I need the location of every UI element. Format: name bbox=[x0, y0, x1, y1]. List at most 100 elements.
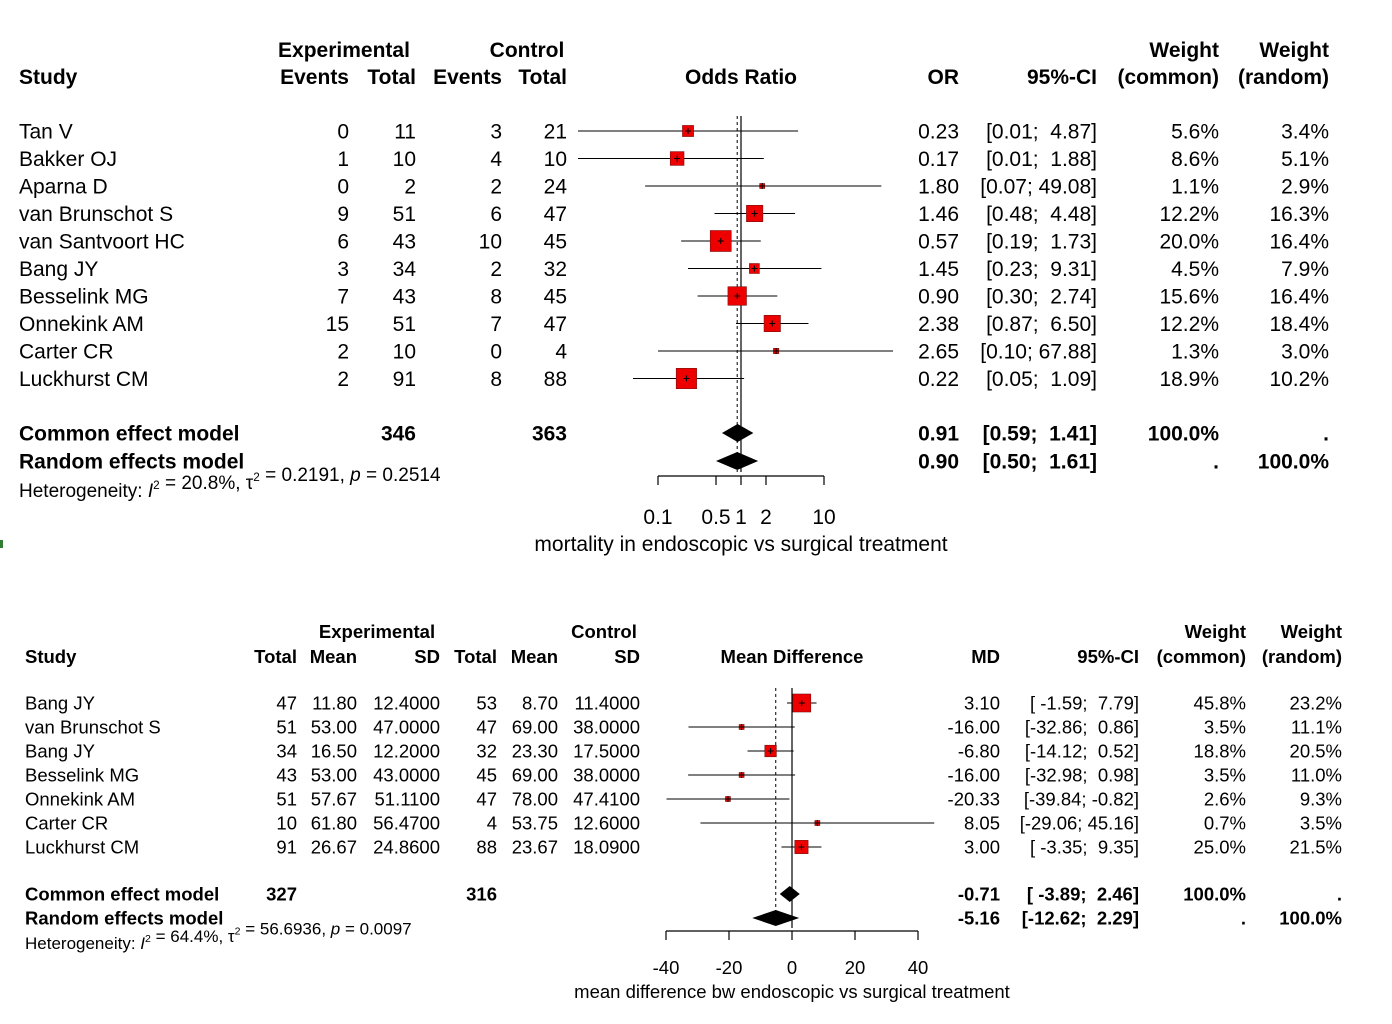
cell-weight-random: 7.9% bbox=[1281, 258, 1329, 281]
cell-exp_sd: 51.1100 bbox=[375, 789, 441, 810]
cell-exp_total: 10 bbox=[393, 148, 416, 171]
header-estimate: OR bbox=[928, 66, 960, 89]
study-name: Carter CR bbox=[25, 813, 108, 834]
common-exp-total: 327 bbox=[266, 884, 297, 905]
header-weight-common: Weight bbox=[1185, 621, 1246, 642]
heterogeneity-part: I bbox=[148, 481, 154, 502]
heterogeneity-part: p bbox=[349, 465, 361, 486]
cell-estimate: 0.23 bbox=[918, 121, 959, 144]
cell-weight-common: 5.6% bbox=[1171, 121, 1219, 144]
heterogeneity-text: Heterogeneity: I2 = 64.4%, τ2 = 56.6936,… bbox=[25, 920, 412, 953]
cell-estimate: -6.80 bbox=[958, 741, 1000, 762]
common-model-label: Common effect model bbox=[19, 423, 240, 446]
cell-weight-random: 2.9% bbox=[1281, 176, 1329, 199]
heterogeneity-part: = 64.4%, bbox=[151, 927, 228, 946]
heterogeneity-part: = 0.0097 bbox=[340, 920, 411, 939]
study-name: Onnekink AM bbox=[19, 313, 144, 336]
cell-ctrl_events: 0 bbox=[490, 341, 502, 364]
header-experimental: Experimental bbox=[319, 621, 435, 642]
cell-ci: [0.01; 1.88] bbox=[986, 148, 1097, 171]
cell-exp_total: 51 bbox=[393, 313, 416, 336]
cell-ctrl_sd: 38.0000 bbox=[573, 765, 640, 786]
common-estimate: 0.91 bbox=[918, 423, 959, 446]
heterogeneity-part: I bbox=[140, 934, 145, 953]
heterogeneity-part: τ bbox=[246, 473, 254, 494]
random-ci: [0.50; 1.61] bbox=[983, 451, 1097, 474]
cell-exp_total: 43 bbox=[393, 286, 416, 309]
cell-weight-random: 21.5% bbox=[1290, 837, 1342, 858]
cell-estimate: 1.80 bbox=[918, 176, 959, 199]
random-weight-common: . bbox=[1213, 451, 1219, 474]
cell-exp_events: 0 bbox=[337, 121, 349, 144]
cell-weight-random: 5.1% bbox=[1281, 148, 1329, 171]
cell-estimate: 2.38 bbox=[918, 313, 959, 336]
cell-ctrl_events: 6 bbox=[490, 203, 502, 226]
cell-ci: [0.01; 4.87] bbox=[986, 121, 1097, 144]
cell-ctrl_total: 4 bbox=[487, 813, 497, 834]
heterogeneity-part: Heterogeneity: bbox=[25, 934, 140, 953]
cell-weight-random: 3.0% bbox=[1281, 341, 1329, 364]
cell-exp_events: 6 bbox=[337, 231, 349, 254]
cell-weight-random: 20.5% bbox=[1290, 741, 1342, 762]
common-weight-random: . bbox=[1323, 423, 1329, 446]
header-total: Total bbox=[518, 66, 567, 89]
x-tick-label: 1 bbox=[735, 506, 747, 529]
cell-ctrl_total: 88 bbox=[476, 837, 497, 858]
cell-ctrl_sd: 47.4100 bbox=[573, 789, 640, 810]
header-sd: SD bbox=[414, 646, 440, 667]
common-diamond bbox=[721, 424, 754, 442]
cell-ctrl_events: 2 bbox=[490, 258, 502, 281]
cell-exp_events: 7 bbox=[337, 286, 349, 309]
header-control: Control bbox=[490, 39, 565, 62]
x-tick-label: 2 bbox=[760, 506, 772, 529]
cell-weight-common: 25.0% bbox=[1194, 837, 1246, 858]
cell-estimate: 3.10 bbox=[964, 693, 1000, 714]
cell-ctrl_total: 47 bbox=[476, 717, 497, 738]
header-weight-random: Weight bbox=[1281, 621, 1342, 642]
random-model-label: Random effects model bbox=[25, 908, 223, 929]
cell-exp_mean: 61.80 bbox=[311, 813, 357, 834]
cell-weight-common: 18.9% bbox=[1159, 368, 1219, 391]
cell-ctrl_events: 4 bbox=[490, 148, 502, 171]
cell-ci: [-29.06; 45.16] bbox=[1020, 813, 1139, 834]
cell-weight-common: 0.7% bbox=[1204, 813, 1246, 834]
cell-weight-common: 15.6% bbox=[1159, 286, 1219, 309]
heterogeneity-part: = 0.2514 bbox=[361, 465, 441, 486]
cell-ci: [0.05; 1.09] bbox=[986, 368, 1097, 391]
cell-estimate: 8.05 bbox=[964, 813, 1000, 834]
x-tick-label: 0.5 bbox=[701, 506, 730, 529]
cell-weight-random: 10.2% bbox=[1269, 368, 1329, 391]
cell-weight-common: 45.8% bbox=[1194, 693, 1246, 714]
cell-ci: [-39.84; -0.82] bbox=[1024, 789, 1139, 810]
superscript: 2 bbox=[253, 471, 260, 484]
cell-ctrl_events: 8 bbox=[490, 286, 502, 309]
header-ci: 95%-CI bbox=[1027, 66, 1097, 89]
cell-ctrl_total: 88 bbox=[544, 368, 567, 391]
cell-ctrl_events: 2 bbox=[490, 176, 502, 199]
cell-exp_total: 11 bbox=[394, 121, 416, 144]
cell-weight-random: 16.4% bbox=[1269, 286, 1329, 309]
header-random: (random) bbox=[1262, 646, 1342, 667]
cell-exp_total: 34 bbox=[393, 258, 417, 281]
random-estimate: 0.90 bbox=[918, 451, 959, 474]
header-experimental: Experimental bbox=[278, 39, 410, 62]
cell-ctrl_events: 3 bbox=[490, 121, 502, 144]
cell-exp_events: 1 bbox=[337, 148, 349, 171]
cell-ci: [ -3.35; 9.35] bbox=[1030, 837, 1139, 858]
cell-estimate: 0.17 bbox=[918, 148, 959, 171]
header-common: (common) bbox=[1157, 646, 1246, 667]
common-weight-random: . bbox=[1337, 884, 1342, 905]
cell-ctrl_mean: 8.70 bbox=[522, 693, 558, 714]
x-tick-label: 10 bbox=[812, 506, 835, 529]
random-weight-random: 100.0% bbox=[1279, 908, 1342, 929]
cell-weight-common: 12.2% bbox=[1159, 203, 1219, 226]
heterogeneity-part: = 20.8%, bbox=[160, 473, 246, 494]
cell-exp_total: 51 bbox=[276, 717, 297, 738]
cell-ci: [-32.86; 0.86] bbox=[1025, 717, 1139, 738]
cell-weight-random: 16.3% bbox=[1269, 203, 1329, 226]
study-name: Tan V bbox=[19, 121, 73, 144]
cell-weight-random: 11.0% bbox=[1291, 765, 1342, 786]
header-random: (random) bbox=[1238, 66, 1329, 89]
cell-ci: [-32.98; 0.98] bbox=[1025, 765, 1139, 786]
cell-weight-random: 11.1% bbox=[1291, 717, 1342, 738]
